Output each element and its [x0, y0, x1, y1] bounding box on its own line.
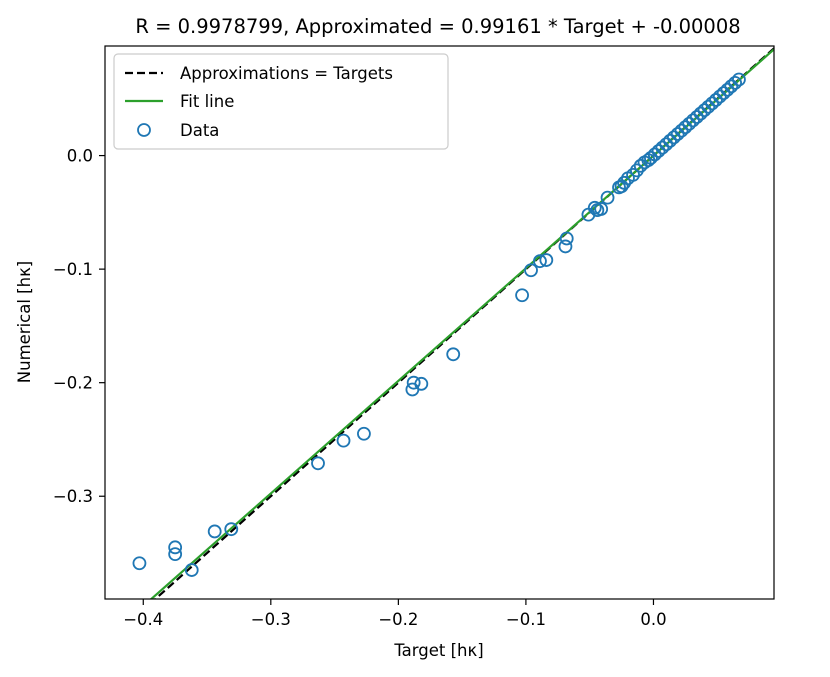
data-point	[666, 130, 681, 145]
y-tick-label: −0.3	[53, 487, 93, 506]
data-point	[414, 376, 429, 391]
x-tick-label: −0.4	[123, 610, 163, 629]
data-point	[682, 116, 697, 131]
data-point	[655, 140, 670, 155]
x-tick-label: 0.0	[640, 610, 666, 629]
data-point	[594, 202, 609, 216]
data-point	[663, 133, 677, 148]
data-point	[659, 137, 674, 152]
legend-identity-label: Approximations = Targets	[180, 64, 393, 83]
data-point	[686, 113, 700, 128]
data-point	[559, 231, 574, 246]
data-point	[716, 86, 731, 101]
data-point	[697, 103, 712, 118]
data-point	[678, 120, 693, 135]
chart-title: R = 0.9978799, Approximated = 0.99161 * …	[135, 15, 740, 38]
x-axis: −0.4 −0.3 −0.2 −0.1 0.0	[123, 599, 667, 629]
data-point	[533, 254, 547, 269]
y-tick-label: −0.1	[53, 260, 93, 279]
data-point	[617, 175, 632, 190]
data-point	[600, 190, 615, 205]
data-point	[647, 147, 662, 162]
y-axis-label: Numerical [hκ]	[15, 261, 34, 383]
data-point	[406, 375, 421, 390]
y-tick-label: 0.0	[67, 147, 93, 166]
data-point	[709, 93, 723, 107]
data-point	[207, 524, 222, 539]
data-point	[720, 82, 735, 97]
data-point	[357, 426, 371, 441]
x-axis-label: Target [hκ]	[393, 641, 483, 660]
data-point	[651, 144, 666, 158]
data-point	[701, 99, 716, 114]
data-point	[712, 89, 727, 104]
data-point	[674, 123, 689, 138]
data-point	[728, 76, 742, 90]
data-point	[446, 347, 461, 362]
plot-frame	[104, 45, 775, 600]
data-point	[184, 563, 199, 577]
data-point	[629, 163, 644, 178]
legend-fit-label: Fit line	[180, 92, 234, 111]
data-point	[670, 127, 685, 141]
x-tick-label: −0.3	[251, 610, 291, 629]
data-point	[168, 547, 183, 562]
data-point	[724, 79, 739, 94]
data-point	[689, 110, 704, 124]
data-point	[539, 253, 554, 267]
data-point	[587, 200, 602, 215]
legend: Approximations = Targets Fit line Data	[113, 53, 449, 150]
y-tick-label: −0.2	[53, 374, 93, 393]
y-axis: −0.3 −0.2 −0.1 0.0	[53, 147, 105, 506]
data-point	[524, 263, 538, 278]
data-point	[705, 96, 720, 111]
data-point	[168, 540, 183, 555]
x-tick-label: −0.2	[378, 610, 418, 629]
legend-box	[113, 53, 449, 150]
x-tick-label: −0.1	[506, 610, 546, 629]
data-point	[336, 433, 351, 448]
data-point	[224, 522, 239, 537]
plot-area	[132, 47, 774, 599]
data-point	[693, 106, 708, 121]
data-points	[132, 72, 746, 577]
data-point	[515, 288, 529, 303]
data-point	[644, 150, 658, 165]
data-point	[732, 72, 746, 87]
data-point	[311, 456, 325, 471]
data-point	[626, 167, 640, 182]
data-point	[132, 556, 147, 571]
legend-data-label: Data	[180, 121, 219, 140]
legend-data-swatch	[137, 123, 151, 137]
data-point	[558, 239, 573, 254]
